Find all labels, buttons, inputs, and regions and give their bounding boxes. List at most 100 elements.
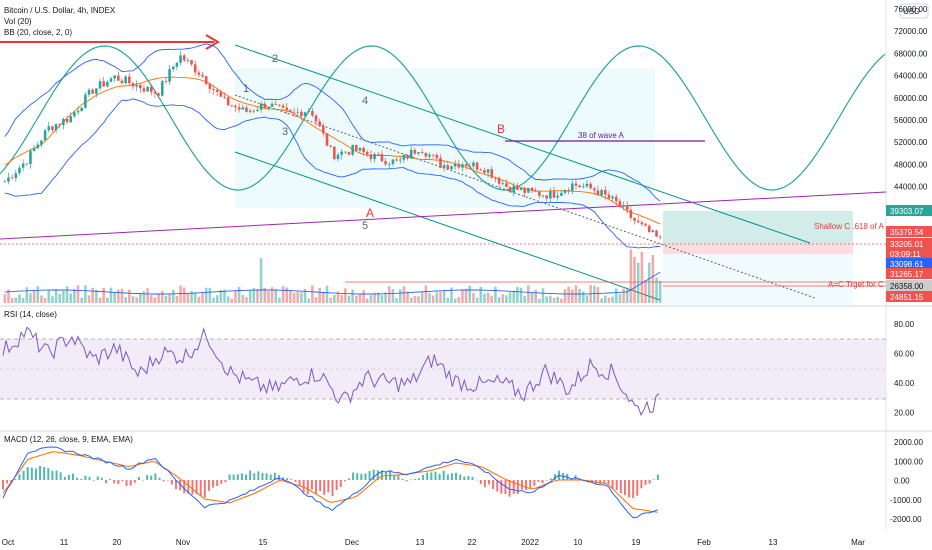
volume-bar [187,293,190,303]
macd-histogram-bar [624,480,626,495]
candle-body [161,81,164,95]
candle-body [69,116,72,122]
macd-histogram-bar [327,480,329,492]
macd-histogram-bar [488,480,490,484]
volume-bar [249,290,252,303]
macd-histogram-bar [521,480,523,490]
volume-bar [304,289,307,303]
macd-histogram-bar [303,480,305,493]
macd-histogram-bar [35,468,37,480]
macd-histogram-bar [39,466,41,480]
macd-lines [2,447,659,518]
macd-histogram-bar [476,480,478,481]
volume-bar [69,293,72,303]
volume-bar [326,286,329,303]
time-tick-label: 13 [416,538,425,547]
volume-bar [220,290,223,303]
price-badge-text: 31265.17 [890,270,924,279]
macd-histogram-bar [537,480,539,482]
candle-body [395,160,398,161]
candle-body [29,151,32,164]
candle-body [633,218,636,221]
candle-body [589,184,592,189]
candle-body [274,104,277,105]
candle-body [143,88,146,91]
candle-body [652,230,655,232]
candle-body [553,191,556,197]
volume-bar [300,292,303,303]
candle-body [600,190,603,195]
wave-a-38-label: 38 of wave A [578,131,624,140]
volume-bar [586,295,589,303]
macd-histogram-bar [18,474,20,480]
candle-body [340,152,343,155]
candle-body [209,84,212,89]
volume-bar [106,297,109,303]
candle-body [267,107,270,108]
macd-histogram-bar [220,480,222,484]
volume-bar [161,291,164,303]
volume-bar [73,289,76,303]
volume-bar [421,292,424,303]
macd-histogram-bar [397,475,399,480]
volume-bar [165,296,168,303]
volume-bar [329,298,332,303]
rsi-tick-label: 80.00 [894,320,915,329]
candle-body [110,78,113,82]
macd-histogram-bar [340,480,342,487]
candle-body [542,195,545,196]
volume-bar [611,297,614,303]
candle-body [472,162,475,166]
volume-bar [549,296,552,303]
candle-body [556,196,559,198]
candle-body [425,153,428,157]
volume-bar [476,298,479,303]
macd-histogram-bar [484,480,486,487]
wave-label-B: B [497,122,505,136]
macd-histogram-bar [117,480,119,484]
macd-histogram-bar [439,474,441,480]
volume-bar [333,295,336,303]
macd-histogram-bar [451,473,453,480]
volume-bar [256,289,259,303]
volume-bar [348,296,351,303]
macd-histogram-bar [657,475,659,480]
candle-body [586,184,589,187]
volume-bar [47,290,50,303]
candle-body [428,155,431,157]
time-tick-label: 2022 [521,538,539,547]
candle-body [648,226,651,232]
candle-body [487,169,490,172]
candle-body [18,168,21,174]
volume-bar [351,290,354,303]
volume-bar [289,290,292,303]
candle-body [450,166,453,169]
candle-body [505,183,508,187]
macd-histogram-bar [229,474,231,480]
volume-bar [102,288,105,303]
candle-body [461,164,464,167]
volume-bar [428,293,431,303]
candle-body [611,197,614,199]
volume-bar [443,290,446,303]
candle-body [655,230,658,236]
volume-bar [655,278,658,303]
macd-histogram-bar [105,480,107,483]
volume-bar [18,294,21,303]
macd-line [3,447,658,518]
macd-histogram-bar [550,478,552,480]
volume-bar [58,294,61,303]
macd-histogram-bar [253,473,255,480]
candle-body [362,148,365,152]
candle-body [22,164,25,168]
macd-histogram-bar [332,480,334,496]
volume-bar [154,297,157,303]
macd-histogram-bar [599,480,601,484]
volume-bar [66,286,69,303]
candle-body [622,205,625,206]
rsi-tick-label: 20.00 [894,409,915,418]
volume-bar [608,298,611,303]
volume-bar [648,263,651,303]
candle-body [315,115,318,121]
